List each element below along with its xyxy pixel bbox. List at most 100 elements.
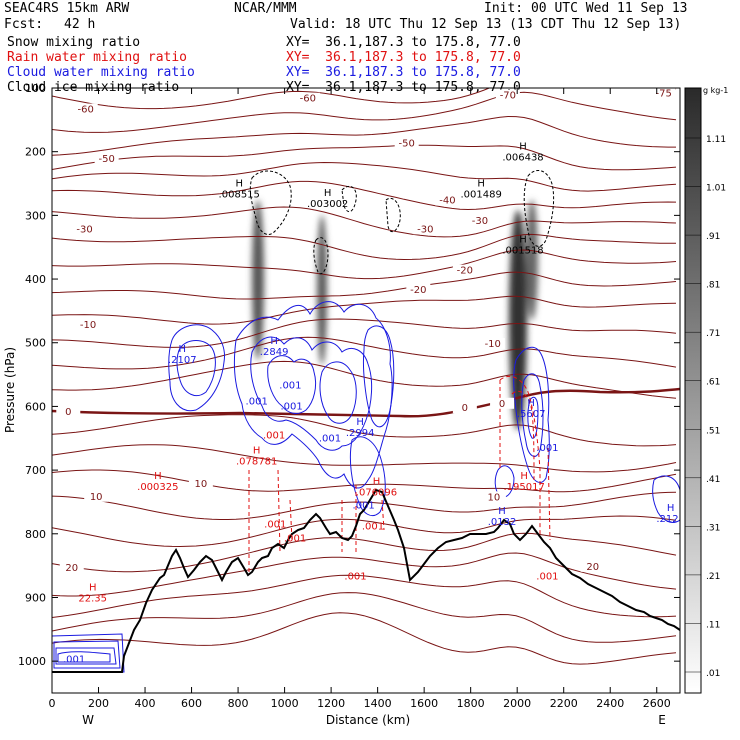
extremum-value: .078781 xyxy=(236,457,277,468)
contour-value: .001 xyxy=(246,397,268,408)
cloud-water-contour xyxy=(319,361,357,424)
extremum-value: .006438 xyxy=(502,152,543,163)
temperature-label-bg xyxy=(188,478,213,490)
temperature-label-bg xyxy=(59,562,84,574)
contour-value: .001 xyxy=(536,572,558,583)
cloud-water-contour xyxy=(250,336,373,451)
contour-value: .001 xyxy=(280,402,302,413)
temperature-label-bg xyxy=(481,491,506,503)
org-label: NCAR/MMM xyxy=(234,1,297,16)
x-tick-label: 200 xyxy=(88,697,109,710)
colorbar-tick-label: .41 xyxy=(706,475,720,485)
y-tick-label: 900 xyxy=(25,591,46,604)
x-axis-label: Distance (km) xyxy=(326,713,410,727)
x-tick-label: 2200 xyxy=(550,697,578,710)
ice-plume xyxy=(252,200,264,360)
cloud-water-contour xyxy=(513,346,550,483)
extremum-mark: H xyxy=(373,476,381,487)
extremum-value: .2994 xyxy=(346,428,375,439)
forecast-hour: 42 h xyxy=(64,17,96,32)
cloud-water-contour xyxy=(57,651,111,663)
isotherm-line xyxy=(52,180,677,211)
temperature-label-bg xyxy=(452,402,477,414)
extremum-mark: H xyxy=(253,446,261,457)
colorbar-strip xyxy=(684,87,702,694)
init-time: Init: 00 UTC Wed 11 Sep 13 xyxy=(484,1,688,16)
temperature-label: -30 xyxy=(76,224,92,235)
x-tick-label: 2000 xyxy=(503,697,531,710)
cloud-water-contour xyxy=(52,633,125,673)
temperature-label: -10 xyxy=(80,320,96,331)
temperature-label: -50 xyxy=(98,154,114,165)
contour-value: .001 xyxy=(264,519,286,530)
y-tick-label: 500 xyxy=(25,337,46,350)
west-endpoint-label: W xyxy=(82,713,94,727)
temperature-label: 0 xyxy=(462,403,468,414)
temperature-label: 0 xyxy=(499,399,505,410)
isotherm-line xyxy=(52,469,677,493)
colorbar-tick-label: 1.01 xyxy=(706,184,726,194)
field-snow-xy: XY= 36.1,187.3 to 175.8, 77.0 xyxy=(286,35,521,50)
x-tick-label: 1200 xyxy=(317,697,345,710)
colorbar-tick-label: .81 xyxy=(706,281,720,291)
extremum-mark: H xyxy=(498,506,506,517)
cloud-water-contour xyxy=(521,373,544,457)
isotherm-line xyxy=(52,444,677,473)
extremum-mark: H xyxy=(667,503,675,514)
temperature-label: -75 xyxy=(656,89,672,100)
rain-water-contour xyxy=(511,390,535,481)
field-rain-name: Rain water mixing ratio xyxy=(7,50,188,65)
cloud-water-contour xyxy=(176,340,216,396)
cloud-water-contour xyxy=(527,396,539,439)
isotherm-line xyxy=(52,144,677,171)
extremum-mark: H xyxy=(178,344,186,355)
extremum-mark: H xyxy=(324,188,332,199)
extremum-value: .000325 xyxy=(137,482,178,493)
east-endpoint-label: E xyxy=(658,713,666,727)
contour-value: .001 xyxy=(344,572,366,583)
extremum-value: .2128 xyxy=(656,514,685,525)
cloud-water-contour xyxy=(349,436,386,516)
ice-plume xyxy=(317,215,327,365)
colorbar-tick-label: .91 xyxy=(706,232,720,242)
temperature-label-bg xyxy=(406,283,431,295)
temperature-labels: -70 -75 -60 -60 -50 -50 -40 -30 -30 -30 -20 -20 -10 -… xyxy=(56,88,676,574)
temperature-label-bg xyxy=(580,560,605,572)
cloud-water-contour xyxy=(267,355,317,414)
temperature-label: -30 xyxy=(417,224,433,235)
temperature-label-bg xyxy=(467,215,492,227)
temperature-label: -60 xyxy=(78,105,94,116)
ice-plume xyxy=(526,200,538,320)
extremum-value: .195017 xyxy=(503,482,544,493)
extremum-value: .2107 xyxy=(168,355,197,366)
cloud-water-contour xyxy=(363,325,395,428)
cloud-water-contour xyxy=(652,475,680,523)
isotherm-line xyxy=(52,161,677,192)
isotherm-line xyxy=(52,88,677,110)
contour-value: .001 xyxy=(63,654,85,665)
cloud-ice-contour xyxy=(249,170,292,235)
y-tick-label: 600 xyxy=(25,400,46,413)
temperature-label-bg xyxy=(651,88,676,99)
temperature-label-bg xyxy=(72,223,97,235)
temperature-label-bg xyxy=(495,89,520,101)
extremum-mark: H xyxy=(527,398,535,409)
cloud-ice-contour xyxy=(523,169,555,247)
temperature-label-bg xyxy=(413,223,438,235)
extremum-mark: H xyxy=(356,417,364,428)
cloud-ice-shading xyxy=(252,200,538,430)
x-tick-label: 1600 xyxy=(410,697,438,710)
cloud-water-contour xyxy=(55,647,117,665)
y-tick-label: 200 xyxy=(25,146,46,159)
x-tick-label: 1400 xyxy=(364,697,392,710)
cloud-ice-contour xyxy=(385,198,401,233)
x-tick-label: 2400 xyxy=(596,697,624,710)
temperature-label-bg xyxy=(295,92,320,104)
isotherm-line xyxy=(52,206,677,238)
freezing-level-contour xyxy=(52,387,680,418)
y-tick-label: 700 xyxy=(25,464,46,477)
contour-value: .001 xyxy=(263,430,285,441)
rain-water-contour xyxy=(499,376,541,536)
extremum-value: 22.35 xyxy=(78,594,107,605)
